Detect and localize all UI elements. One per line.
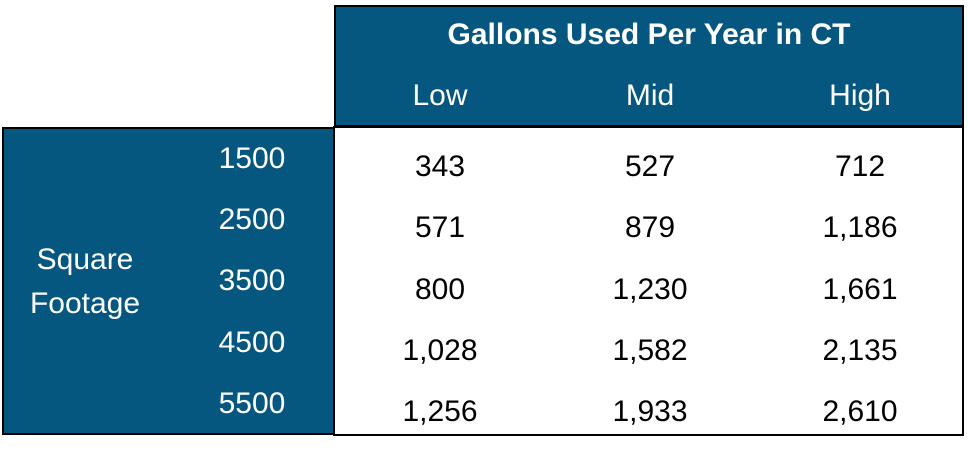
table-cell: 800 xyxy=(414,273,466,306)
data-body-panel xyxy=(333,126,964,436)
row-header-4500: 4500 xyxy=(218,326,286,359)
row-header-1500: 1500 xyxy=(218,142,286,175)
table-cell: 1,661 xyxy=(822,273,898,306)
table-cell: 1,582 xyxy=(612,334,688,367)
table-cell: 2,135 xyxy=(822,334,898,367)
table-cell: 571 xyxy=(414,211,466,244)
column-header-panel xyxy=(334,5,964,127)
table-cell: 343 xyxy=(414,150,466,183)
table-title: Gallons Used Per Year in CT xyxy=(447,18,851,51)
row-header-5500: 5500 xyxy=(218,387,286,420)
column-header-low: Low xyxy=(412,79,468,112)
table-cell: 527 xyxy=(624,150,676,183)
table-cell: 1,186 xyxy=(822,211,898,244)
table-cell: 712 xyxy=(834,150,886,183)
table-cell: 1,230 xyxy=(612,273,688,306)
row-header-2500: 2500 xyxy=(218,203,286,236)
column-header-mid: Mid xyxy=(625,79,675,112)
table-cell: 1,933 xyxy=(612,395,688,428)
row-group-label: Square Footage xyxy=(29,243,141,320)
table-cell: 1,028 xyxy=(402,334,478,367)
table-cell: 1,256 xyxy=(402,395,478,428)
row-header-panel xyxy=(2,127,335,435)
column-header-high: High xyxy=(829,79,891,112)
table-cell: 879 xyxy=(624,211,676,244)
table-cell: 2,610 xyxy=(822,395,898,428)
row-header-3500: 3500 xyxy=(218,264,286,297)
